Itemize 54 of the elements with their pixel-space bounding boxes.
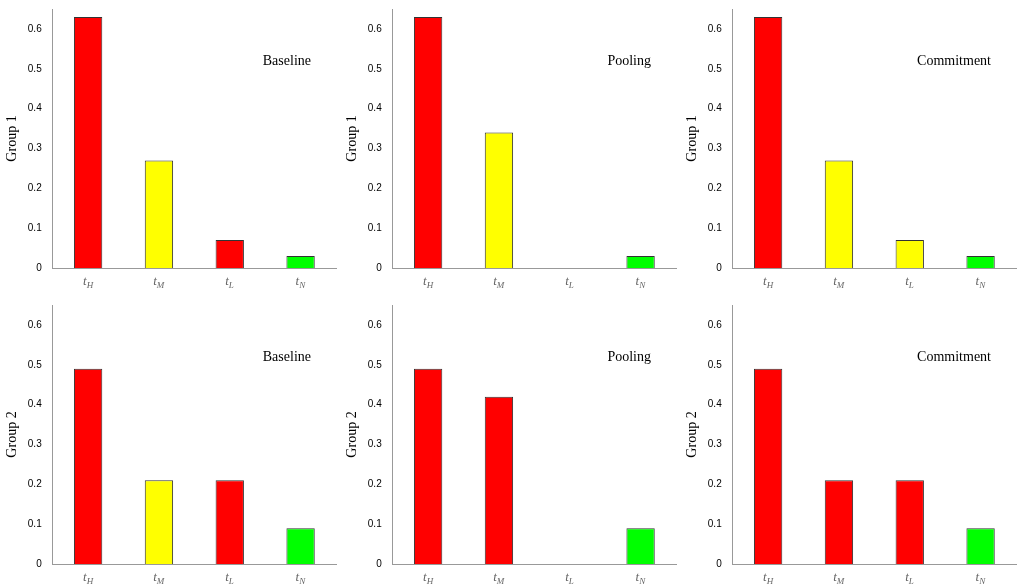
y-tick-label: 0.6 bbox=[707, 318, 723, 330]
y-tick-label: 0.2 bbox=[707, 478, 723, 490]
y-tick-label: 0.3 bbox=[27, 438, 43, 450]
y-tick-label: 0.6 bbox=[707, 22, 723, 34]
y-tick-label: 0.6 bbox=[27, 318, 43, 330]
y-axis-title: Group 2 bbox=[684, 411, 700, 458]
y-tick-label: 0 bbox=[376, 557, 383, 569]
y-axis-title: Group 1 bbox=[4, 115, 20, 162]
y-tick-label: 0.1 bbox=[707, 221, 723, 233]
y-tick-label: 0.5 bbox=[367, 358, 383, 370]
y-tick-label: 0.1 bbox=[27, 221, 43, 233]
y-tick-label: 0.1 bbox=[367, 221, 383, 233]
y-axis-title: Group 2 bbox=[344, 411, 360, 458]
y-tick-label: 0.3 bbox=[707, 438, 723, 450]
y-tick-label: 0.6 bbox=[367, 318, 383, 330]
y-tick-label: 0.5 bbox=[367, 62, 383, 74]
y-tick-label: 0.1 bbox=[27, 517, 43, 529]
y-tick-label: 0.4 bbox=[707, 102, 723, 114]
y-tick-label: 0.5 bbox=[707, 358, 723, 370]
y-tick-label: 0.6 bbox=[27, 22, 43, 34]
y-tick-label: 0.3 bbox=[367, 438, 383, 450]
y-tick-label: 0.5 bbox=[707, 62, 723, 74]
y-tick-label: 0.1 bbox=[707, 517, 723, 529]
y-tick-label: 0 bbox=[716, 261, 723, 273]
y-tick-label: 0.2 bbox=[367, 478, 383, 490]
y-tick-label: 0.2 bbox=[27, 182, 43, 194]
y-tick-label: 0.2 bbox=[707, 182, 723, 194]
y-tick-label: 0.3 bbox=[367, 142, 383, 154]
y-tick-label: 0.1 bbox=[367, 517, 383, 529]
y-tick-label: 0.4 bbox=[27, 398, 43, 410]
y-tick-label: 0 bbox=[36, 261, 43, 273]
y-tick-label: 0.4 bbox=[367, 398, 383, 410]
y-axis-title: Group 1 bbox=[684, 115, 700, 162]
y-tick-label: 0.4 bbox=[707, 398, 723, 410]
y-tick-label: 0.4 bbox=[367, 102, 383, 114]
y-axis-title: Group 2 bbox=[4, 411, 20, 458]
y-tick-label: 0 bbox=[36, 557, 43, 569]
y-tick-label: 0.3 bbox=[707, 142, 723, 154]
y-tick-label: 0.3 bbox=[27, 142, 43, 154]
annotation: Commitment bbox=[917, 348, 992, 364]
annotation: Pooling bbox=[607, 52, 651, 68]
y-tick-label: 0.6 bbox=[367, 22, 383, 34]
y-tick-label: 0.2 bbox=[367, 182, 383, 194]
y-tick-label: 0.2 bbox=[27, 478, 43, 490]
y-tick-label: 0.5 bbox=[27, 62, 43, 74]
y-axis-title: Group 1 bbox=[344, 115, 360, 162]
annotation: Baseline bbox=[262, 52, 311, 68]
y-tick-label: 0.4 bbox=[27, 102, 43, 114]
y-tick-label: 0 bbox=[376, 261, 383, 273]
annotation: Pooling bbox=[607, 348, 651, 364]
annotation: Baseline bbox=[262, 348, 311, 364]
annotation: Commitment bbox=[917, 52, 992, 68]
y-tick-label: 0.5 bbox=[27, 358, 43, 370]
y-tick-label: 0 bbox=[716, 557, 723, 569]
